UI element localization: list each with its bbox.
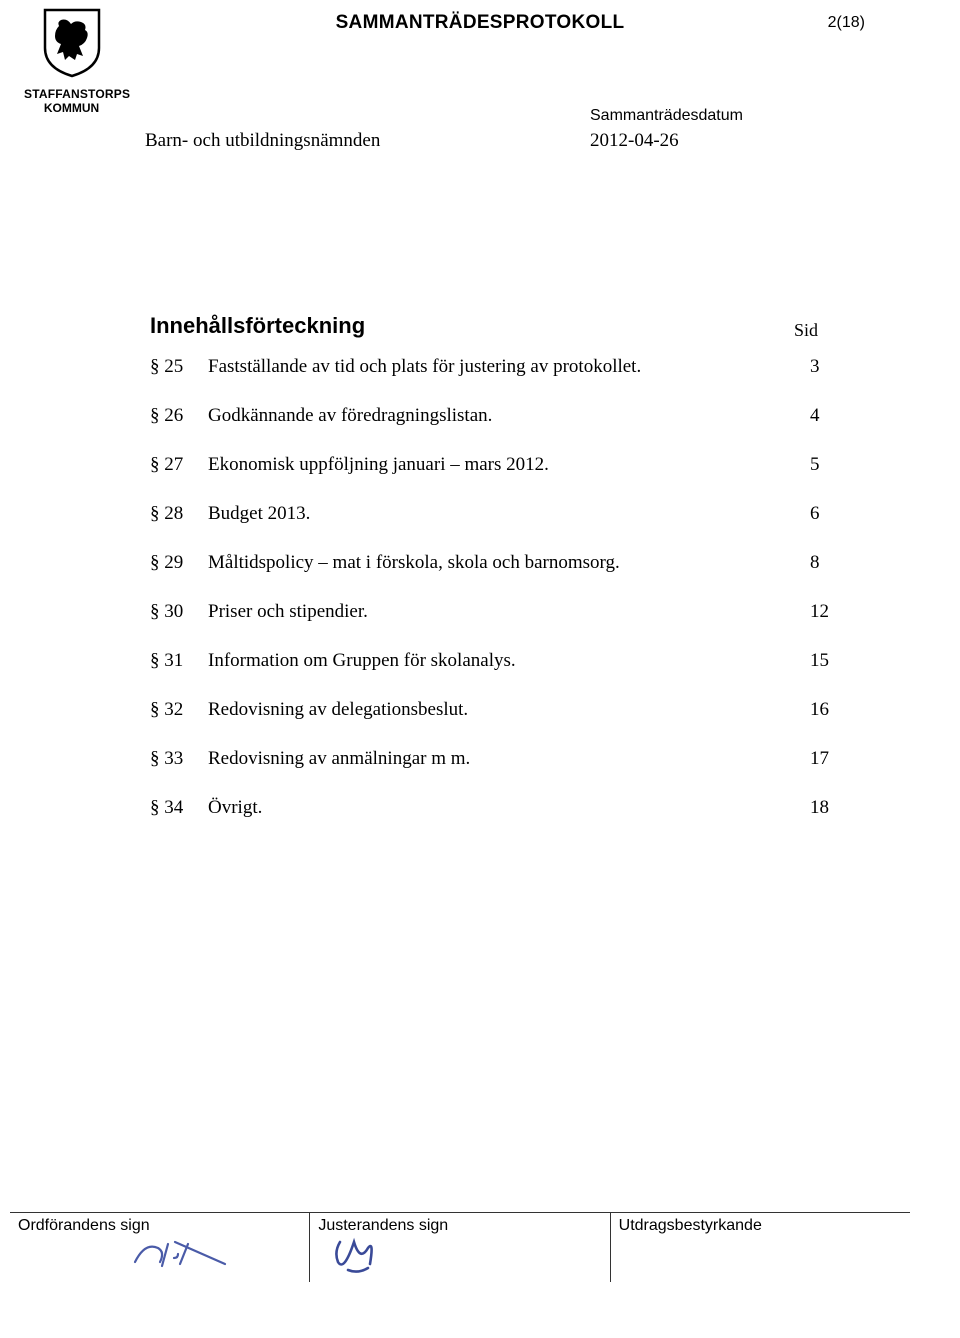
toc-item-page: 16	[810, 699, 850, 721]
toc-item-title: Budget 2013.	[208, 503, 800, 525]
toc-item-title: Godkännande av föredragningslistan.	[208, 405, 800, 427]
toc-section-number: § 30	[150, 601, 208, 623]
municipality-name-line2: KOMMUN	[24, 101, 119, 115]
chairman-sign-box: Ordförandens sign	[10, 1213, 310, 1282]
toc-item-title: Information om Gruppen för skolanalys.	[208, 650, 800, 672]
adjuster-sign-box: Justerandens sign	[310, 1213, 610, 1282]
toc-item-page: 5	[810, 454, 850, 476]
toc-row: § 34 Övrigt. 18	[150, 797, 850, 819]
toc-page-column-label: Sid	[794, 320, 818, 341]
meeting-date-value: 2012-04-26	[590, 130, 679, 152]
toc-item-title: Ekonomisk uppföljning januari – mars 201…	[208, 454, 800, 476]
adjuster-signature-icon	[330, 1234, 390, 1276]
meeting-date-label: Sammanträdesdatum	[590, 107, 743, 125]
toc-item-title: Redovisning av delegationsbeslut.	[208, 699, 800, 721]
signature-footer: Ordförandens sign Justerandens sign Utdr…	[10, 1212, 910, 1282]
toc-section-number: § 29	[150, 552, 208, 574]
toc-item-page: 12	[810, 601, 850, 623]
municipality-name-line1: STAFFANSTORPS	[24, 87, 119, 101]
committee-name: Barn- och utbildningsnämnden	[145, 130, 380, 152]
toc-section-number: § 26	[150, 405, 208, 427]
toc-section-number: § 28	[150, 503, 208, 525]
toc-section-number: § 25	[150, 356, 208, 378]
toc-row: § 30 Priser och stipendier. 12	[150, 601, 850, 623]
toc-item-page: 15	[810, 650, 850, 672]
toc-section-number: § 32	[150, 699, 208, 721]
certification-label: Utdragsbestyrkande	[619, 1217, 902, 1235]
toc-row: § 26 Godkännande av föredragningslistan.…	[150, 405, 850, 427]
toc-section-number: § 27	[150, 454, 208, 476]
toc-item-title: Övrigt.	[208, 797, 800, 819]
toc-row: § 25 Fastställande av tid och plats för …	[150, 356, 850, 378]
chairman-sign-label: Ordförandens sign	[18, 1217, 301, 1235]
toc-item-page: 3	[810, 356, 850, 378]
chairman-signature-icon	[130, 1234, 250, 1272]
toc-item-page: 8	[810, 552, 850, 574]
toc-list: § 25 Fastställande av tid och plats för …	[150, 356, 850, 846]
toc-item-title: Priser och stipendier.	[208, 601, 800, 623]
toc-item-title: Redovisning av anmälningar m m.	[208, 748, 800, 770]
toc-row: § 33 Redovisning av anmälningar m m. 17	[150, 748, 850, 770]
adjuster-sign-label: Justerandens sign	[318, 1217, 601, 1235]
toc-item-page: 18	[810, 797, 850, 819]
page-number: 2(18)	[828, 14, 865, 32]
toc-item-title: Måltidspolicy – mat i förskola, skola oc…	[208, 552, 800, 574]
toc-item-page: 17	[810, 748, 850, 770]
toc-row: § 27 Ekonomisk uppföljning januari – mar…	[150, 454, 850, 476]
document-title: SAMMANTRÄDESPROTOKOLL	[0, 12, 960, 34]
toc-heading: Innehållsförteckning	[150, 313, 365, 339]
toc-row: § 32 Redovisning av delegationsbeslut. 1…	[150, 699, 850, 721]
toc-section-number: § 34	[150, 797, 208, 819]
toc-item-page: 4	[810, 405, 850, 427]
toc-row: § 28 Budget 2013. 6	[150, 503, 850, 525]
certification-box: Utdragsbestyrkande	[611, 1213, 910, 1282]
toc-row: § 31 Information om Gruppen för skolanal…	[150, 650, 850, 672]
toc-item-title: Fastställande av tid och plats för juste…	[208, 356, 800, 378]
toc-row: § 29 Måltidspolicy – mat i förskola, sko…	[150, 552, 850, 574]
toc-section-number: § 33	[150, 748, 208, 770]
toc-item-page: 6	[810, 503, 850, 525]
toc-section-number: § 31	[150, 650, 208, 672]
